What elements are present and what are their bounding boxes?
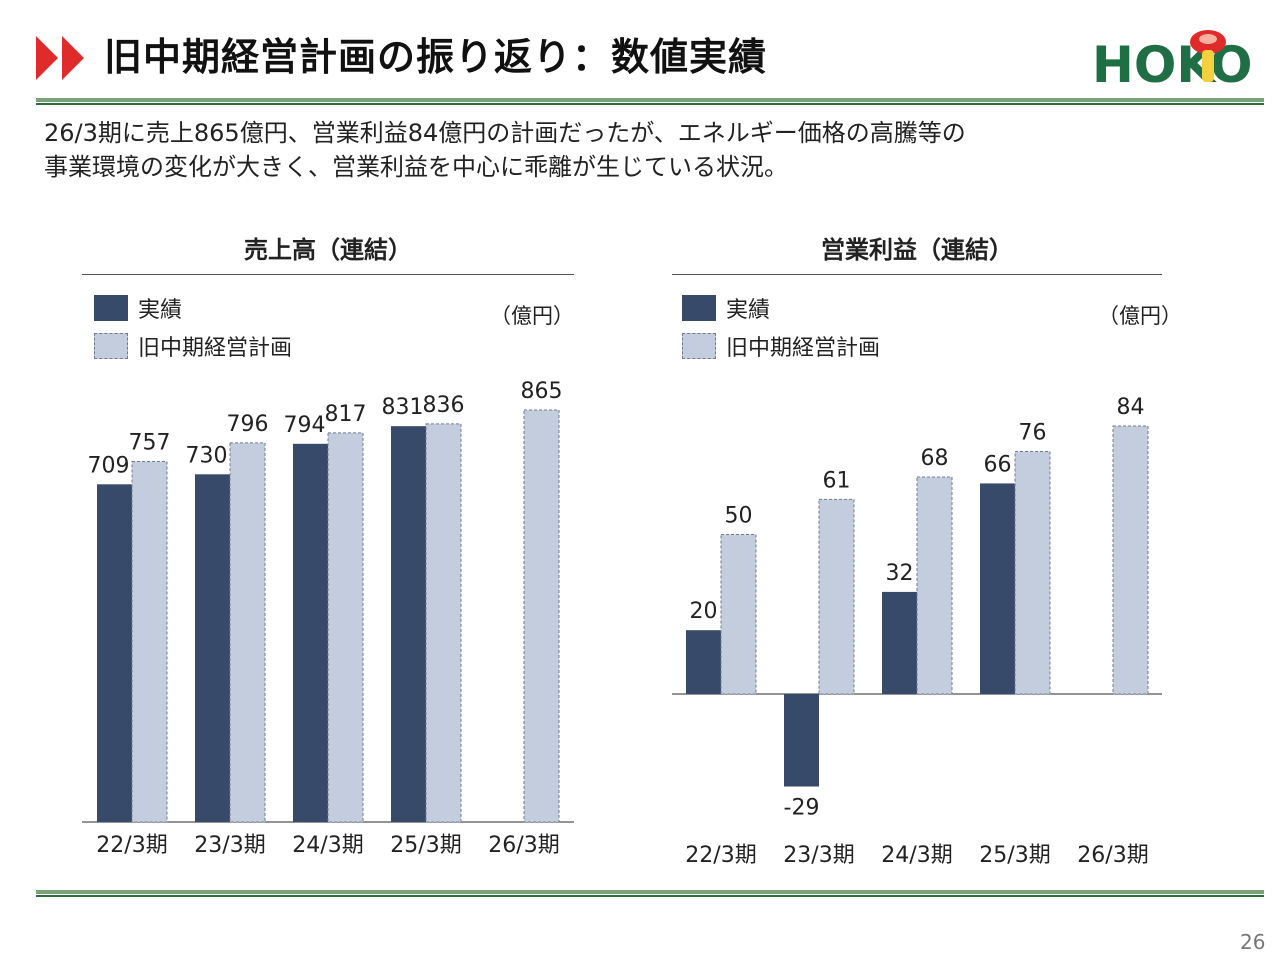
lead-text: 26/3期に売上865億円、営業利益84億円の計画だったが、エネルギー価格の高騰… [44, 116, 966, 184]
op-profit-chart-title: 営業利益（連結） [821, 236, 1013, 264]
plan-value-label: 796 [227, 412, 269, 437]
plan-bar [523, 409, 560, 823]
footer-rule-dark [36, 895, 1264, 897]
x-tick-label: 23/3期 [783, 843, 854, 868]
x-tick-label: 26/3期 [1077, 843, 1148, 868]
plan-bar [916, 476, 953, 695]
plan-bar [229, 442, 266, 823]
legend-swatch-actual [682, 295, 716, 321]
sales-chart-title-rule [82, 274, 574, 275]
plan-bar [818, 498, 855, 695]
plan-value-label: 865 [521, 379, 563, 404]
plan-bar [327, 432, 364, 823]
x-tick-label: 24/3期 [292, 833, 363, 858]
plan-bar [425, 423, 462, 823]
x-tick-label: 22/3期 [96, 833, 167, 858]
plan-value-label: 76 [1019, 421, 1047, 446]
x-tick-label: 23/3期 [194, 833, 265, 858]
legend-label-plan: 旧中期経営計画 [726, 336, 881, 361]
legend-swatch-actual [94, 295, 128, 321]
actual-value-label: 730 [186, 443, 228, 468]
actual-value-label: 831 [382, 395, 424, 420]
actual-bar [391, 426, 426, 822]
legend-swatch-plan [94, 333, 128, 359]
sales-legend-plan: 旧中期経営計画 [94, 332, 293, 361]
plan-value-label: 84 [1117, 395, 1145, 420]
actual-bar [882, 591, 917, 694]
plan-value-label: 817 [325, 402, 367, 427]
header-rule [36, 98, 1264, 102]
actual-value-label: 20 [690, 599, 718, 624]
x-tick-label: 22/3期 [685, 843, 756, 868]
lead-line-2: 事業環境の変化が大きく、営業利益を中心に乖離が生じている状況。 [44, 153, 788, 181]
legend-swatch-plan [682, 333, 716, 359]
sales-legend-actual: 実績 [94, 294, 183, 323]
plan-value-label: 61 [823, 468, 851, 493]
actual-value-label: 66 [984, 452, 1012, 477]
actual-value-label: -29 [784, 796, 820, 821]
plan-bar [1014, 451, 1051, 695]
op-legend-actual: 実績 [682, 294, 771, 323]
x-tick-label: 25/3期 [979, 843, 1050, 868]
actual-bar [97, 484, 132, 822]
plan-bar [720, 533, 757, 695]
actual-value-label: 709 [88, 453, 130, 478]
plan-value-label: 836 [423, 393, 465, 418]
x-tick-label: 26/3期 [488, 833, 559, 858]
actual-bar [980, 483, 1015, 694]
actual-bar [293, 443, 328, 822]
actual-bar [686, 630, 721, 694]
lead-line-1: 26/3期に売上865億円、営業利益84億円の計画だったが、エネルギー価格の高騰… [44, 119, 966, 147]
legend-label-actual: 実績 [138, 298, 183, 323]
op-profit-chart-title-rule [672, 274, 1162, 275]
legend-label-plan: 旧中期経営計画 [138, 336, 293, 361]
op-unit-label: （億円） [1098, 304, 1182, 328]
op-legend-plan: 旧中期経営計画 [682, 332, 881, 361]
plan-value-label: 757 [129, 430, 171, 455]
page-title: 旧中期経営計画の振り返り：数値実績 [104, 35, 768, 79]
header-rule-dark [36, 103, 1264, 105]
actual-value-label: 32 [886, 561, 914, 586]
sales-chart-title: 売上高（連結） [244, 236, 412, 264]
page-number: 26 [1240, 930, 1266, 954]
plan-value-label: 50 [725, 503, 753, 528]
footer-rule [36, 890, 1264, 894]
plan-value-label: 68 [921, 446, 949, 471]
sales-unit-label: （億円） [490, 304, 574, 328]
plan-bar [131, 460, 168, 823]
actual-bar [784, 694, 819, 787]
title-arrows-icon [36, 36, 84, 80]
x-tick-label: 24/3期 [881, 843, 952, 868]
hokto-logo: HOK O [1092, 30, 1253, 88]
x-tick-label: 25/3期 [390, 833, 461, 858]
actual-value-label: 794 [284, 413, 326, 438]
legend-label-actual: 実績 [726, 298, 771, 323]
actual-bar [195, 474, 230, 822]
plan-bar [1112, 425, 1149, 695]
